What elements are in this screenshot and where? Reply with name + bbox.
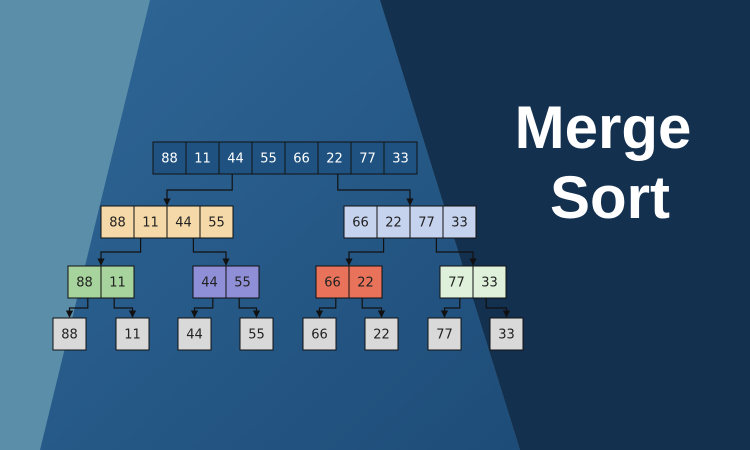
cell-value: 33 (392, 152, 409, 167)
connector-arrow (435, 238, 477, 266)
cell-value: 22 (385, 216, 402, 231)
cell-value: 66 (293, 152, 310, 167)
cell-value: 55 (208, 216, 225, 231)
array-cell (239, 317, 274, 351)
connector-arrow (345, 238, 385, 266)
array-cell (115, 317, 150, 351)
array-cell (251, 141, 286, 175)
connector-arrow (163, 174, 233, 206)
connector-arrow (65, 298, 89, 318)
cell-value: 55 (248, 328, 265, 343)
cell-value: 88 (76, 276, 93, 291)
title-line: Sort (550, 164, 670, 231)
connector-arrow (113, 298, 137, 318)
cell-value: 33 (451, 216, 468, 231)
cell-value: 22 (373, 328, 390, 343)
array-cell (100, 265, 135, 299)
array-cell (152, 141, 187, 175)
array-cell (100, 205, 135, 239)
connector-arrow (361, 298, 386, 318)
cell-value: 22 (357, 276, 374, 291)
cell-value: 77 (436, 328, 453, 343)
array-cell (350, 141, 385, 175)
array-cell (348, 265, 383, 299)
cell-value: 33 (481, 276, 498, 291)
cell-value: 66 (324, 276, 341, 291)
title-line: Merge (515, 94, 692, 161)
cell-value: 11 (194, 152, 211, 167)
cell-value: 66 (311, 328, 328, 343)
array-cell (225, 265, 260, 299)
cell-value: 88 (161, 152, 178, 167)
array-cell (427, 317, 462, 351)
array-cell (185, 141, 220, 175)
array-cell (489, 317, 524, 351)
cell-value: 88 (61, 328, 78, 343)
connector-arrow (440, 298, 461, 318)
cell-value: 11 (142, 216, 159, 231)
connector-arrow (315, 298, 337, 318)
cell-value: 55 (260, 152, 277, 167)
cell-value: 33 (498, 328, 515, 343)
array-cell (52, 317, 87, 351)
light-beam (40, 0, 520, 450)
array-cell (439, 265, 474, 299)
array-cell (177, 317, 212, 351)
array-cell (199, 205, 234, 239)
connector-arrow (238, 298, 261, 318)
connector-arrow (97, 238, 142, 266)
array-cell (442, 205, 477, 239)
cell-value: 77 (359, 152, 376, 167)
tree: 88 11 44 55 66 22 77 33 88 11 44 55 66 22 77 33 88 11 44 55… (52, 141, 524, 351)
connector-arrow (337, 174, 414, 206)
cell-value: 77 (418, 216, 435, 231)
connector-arrow (485, 298, 511, 318)
array-cell (133, 205, 168, 239)
array-cell (364, 317, 399, 351)
dark-panel (380, 0, 750, 450)
cell-value: 88 (109, 216, 126, 231)
cell-value: 22 (326, 152, 343, 167)
cell-value: 66 (352, 216, 369, 231)
cell-value: 44 (201, 276, 218, 291)
cell-value: 44 (227, 152, 244, 167)
cell-value: 44 (175, 216, 192, 231)
array-cell (472, 265, 507, 299)
cell-value: 44 (186, 328, 203, 343)
array-cell (383, 141, 418, 175)
cell-value: 55 (234, 276, 251, 291)
array-cell (409, 205, 444, 239)
cell-value: 77 (448, 276, 465, 291)
array-cell (218, 141, 253, 175)
connector-arrow (190, 298, 214, 318)
cell-value: 11 (124, 328, 141, 343)
array-cell (302, 317, 337, 351)
array-cell (376, 205, 411, 239)
cell-value: 11 (109, 276, 126, 291)
connector-arrow (192, 238, 230, 266)
